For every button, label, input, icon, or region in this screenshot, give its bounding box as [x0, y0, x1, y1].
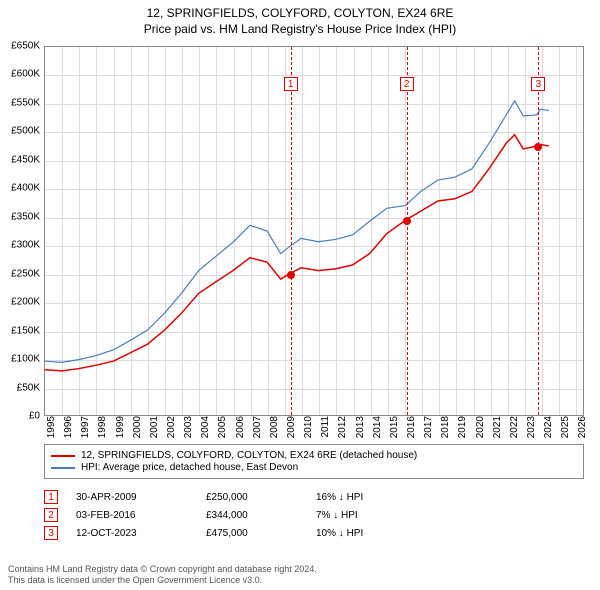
chart-title: 12, SPRINGFIELDS, COLYFORD, COLYTON, EX2…: [0, 0, 600, 37]
sale-marker: [287, 271, 295, 279]
x-tick-label: 2012: [333, 416, 348, 438]
x-tick-label: 2020: [471, 416, 486, 438]
y-tick-label: £550K: [11, 97, 44, 108]
y-tick-label: £300K: [11, 240, 44, 251]
x-tick-label: 2001: [145, 416, 160, 438]
x-tick-label: 2003: [179, 416, 194, 438]
y-tick-label: £650K: [11, 41, 44, 52]
y-tick-label: £500K: [11, 126, 44, 137]
event-marker: 2: [44, 508, 58, 522]
title-line-2: Price paid vs. HM Land Registry's House …: [0, 22, 600, 38]
event-date: 30-APR-2009: [76, 492, 206, 503]
event-row: 2 03-FEB-2016£344,0007% ↓ HPI: [44, 508, 584, 522]
y-tick-label: £150K: [11, 325, 44, 336]
y-tick-label: £600K: [11, 69, 44, 80]
x-tick-label: 2010: [299, 416, 314, 438]
y-tick-label: £350K: [11, 211, 44, 222]
y-tick-label: £200K: [11, 297, 44, 308]
event-date: 12-OCT-2023: [76, 528, 206, 539]
x-tick-label: 1999: [111, 416, 126, 438]
x-tick-label: 1998: [93, 416, 108, 438]
x-tick-label: 2025: [556, 416, 571, 438]
x-tick-label: 2007: [248, 416, 263, 438]
x-tick-label: 2011: [316, 416, 331, 438]
event-row: 3 12-OCT-2023£475,00010% ↓ HPI: [44, 526, 584, 540]
event-price: £344,000: [206, 510, 316, 521]
y-tick-label: £450K: [11, 154, 44, 165]
y-tick-label: £400K: [11, 183, 44, 194]
event-delta: 16% ↓ HPI: [316, 492, 584, 503]
x-tick-label: 1995: [42, 416, 57, 438]
x-tick-label: 2014: [368, 416, 383, 438]
legend-label: HPI: Average price, detached house, East…: [81, 462, 298, 473]
x-tick-label: 2023: [522, 416, 537, 438]
plot-background: 1 2 3: [44, 46, 584, 416]
events-table: 1 30-APR-2009£250,00016% ↓ HPI 2 03-FEB-201…: [44, 486, 584, 544]
event-delta: 7% ↓ HPI: [316, 510, 584, 521]
legend-label: 12, SPRINGFIELDS, COLYFORD, COLYTON, EX2…: [81, 450, 417, 461]
series-hpi: [45, 101, 549, 363]
series-lines: [45, 47, 583, 415]
y-tick-label: £100K: [11, 354, 44, 365]
x-tick-label: 2019: [453, 416, 468, 438]
chart-area: 123 £0£50K£100K£150K£200K£250K£300K£350K…: [44, 46, 584, 416]
x-tick-label: 1996: [59, 416, 74, 438]
x-tick-label: 2015: [385, 416, 400, 438]
x-tick-label: 2009: [282, 416, 297, 438]
annotation-line: [538, 47, 539, 415]
x-tick-label: 2021: [488, 416, 503, 438]
y-tick-label: £250K: [11, 268, 44, 279]
legend-swatch: [51, 455, 75, 457]
event-row: 1 30-APR-2009£250,00016% ↓ HPI: [44, 490, 584, 504]
x-tick-label: 2004: [196, 416, 211, 438]
event-marker: 1: [44, 490, 58, 504]
annotation-line: [407, 47, 408, 415]
series-property: [45, 135, 549, 371]
footer-line-1: Contains HM Land Registry data © Crown c…: [8, 564, 317, 575]
x-tick-label: 2016: [402, 416, 417, 438]
annotation-marker: 1: [284, 77, 298, 91]
event-date: 03-FEB-2016: [76, 510, 206, 521]
sale-marker: [534, 143, 542, 151]
x-tick-label: 2006: [231, 416, 246, 438]
legend-swatch: [51, 467, 75, 469]
event-price: £475,000: [206, 528, 316, 539]
legend: 12, SPRINGFIELDS, COLYFORD, COLYTON, EX2…: [44, 444, 584, 479]
x-tick-label: 2017: [419, 416, 434, 438]
legend-item: 12, SPRINGFIELDS, COLYFORD, COLYTON, EX2…: [51, 450, 577, 461]
annotation-line: [291, 47, 292, 415]
x-tick-label: 2005: [213, 416, 228, 438]
x-tick-label: 2008: [265, 416, 280, 438]
x-tick-label: 2013: [351, 416, 366, 438]
x-tick-label: 2024: [539, 416, 554, 438]
x-tick-label: 2026: [573, 416, 588, 438]
x-tick-label: 2000: [128, 416, 143, 438]
footer-line-2: This data is licensed under the Open Gov…: [8, 575, 317, 586]
legend-item: HPI: Average price, detached house, East…: [51, 462, 577, 473]
y-tick-label: £50K: [17, 382, 44, 393]
title-line-1: 12, SPRINGFIELDS, COLYFORD, COLYTON, EX2…: [0, 6, 600, 22]
x-tick-label: 2002: [162, 416, 177, 438]
annotation-marker: 3: [531, 77, 545, 91]
sale-marker: [403, 217, 411, 225]
event-marker: 3: [44, 526, 58, 540]
x-tick-label: 2022: [505, 416, 520, 438]
x-tick-label: 1997: [76, 416, 91, 438]
annotation-marker: 2: [400, 77, 414, 91]
x-tick-label: 2018: [436, 416, 451, 438]
footer: Contains HM Land Registry data © Crown c…: [8, 564, 317, 587]
event-price: £250,000: [206, 492, 316, 503]
event-delta: 10% ↓ HPI: [316, 528, 584, 539]
